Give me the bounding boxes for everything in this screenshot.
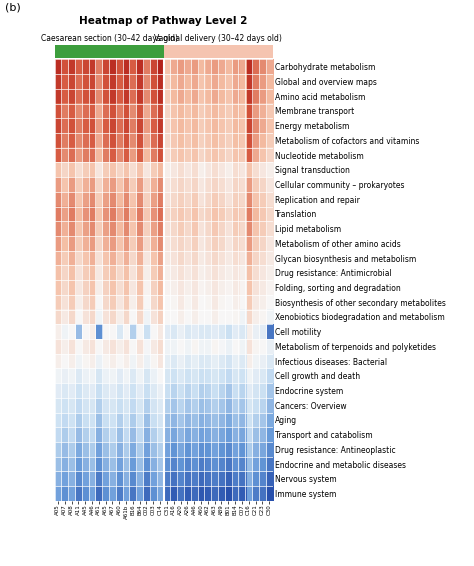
Text: (b): (b) <box>5 3 20 13</box>
Text: Caesarean section (30–42 days old): Caesarean section (30–42 days old) <box>40 34 178 43</box>
Text: Vaginal delivery (30–42 days old): Vaginal delivery (30–42 days old) <box>154 34 282 43</box>
Text: Heatmap of Pathway Level 2: Heatmap of Pathway Level 2 <box>79 16 248 26</box>
